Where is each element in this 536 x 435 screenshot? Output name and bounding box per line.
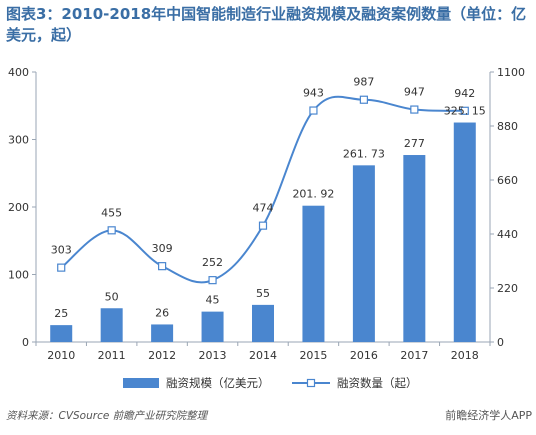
x-tick-label: 2016 (350, 349, 378, 362)
y-right-tick-label: 0 (497, 336, 504, 349)
bar-value-label: 55 (256, 287, 270, 300)
bar (302, 205, 325, 342)
x-tick-label: 2012 (148, 349, 176, 362)
y-right-tick-label: 220 (497, 282, 518, 295)
bar-value-label: 25 (54, 307, 68, 320)
y-right-tick-label: 660 (497, 174, 518, 187)
chart-title: 图表3：2010-2018年中国智能制造行业融资规模及融资案例数量（单位：亿美元… (6, 5, 527, 44)
x-tick-label: 2011 (98, 349, 126, 362)
bar-value-label: 50 (105, 290, 119, 303)
bar (252, 304, 274, 342)
line-value-label: 947 (404, 86, 425, 99)
x-tick-label: 2013 (199, 349, 227, 362)
legend-line-label: 融资数量（起） (337, 376, 418, 390)
y-left-tick-label: 100 (8, 269, 29, 282)
axes: 0 100 200 300 400 0 220 440 660 880 1100 2010 2011 20… (8, 66, 525, 362)
line-point (107, 226, 116, 235)
x-tick-label: 2015 (299, 349, 327, 362)
x-tick-label: 2018 (451, 349, 479, 362)
line-value-label: 303 (51, 244, 72, 257)
bar-value-label: 277 (404, 137, 425, 150)
bar-value-label: 45 (206, 294, 220, 307)
line-point (359, 95, 368, 104)
legend: 融资规模（亿美元） 融资数量（起） (123, 376, 418, 390)
line-value-label: 987 (353, 76, 374, 89)
source-note: 资料来源：CVSource 前瞻产业研究院整理 (6, 410, 208, 422)
bar (403, 155, 426, 342)
line-series (57, 95, 469, 285)
bar (352, 165, 375, 342)
y-right-tick-label: 440 (497, 228, 518, 241)
bar-value-label: 201. 92 (292, 188, 334, 201)
bar (201, 311, 224, 342)
y-left-tick-label: 400 (8, 66, 29, 79)
line-point (158, 262, 167, 271)
bar (453, 122, 476, 343)
line-point (208, 276, 217, 285)
bar-value-label: 261. 73 (343, 147, 385, 160)
x-tick-label: 2010 (47, 349, 75, 362)
bar (50, 325, 73, 342)
line-point (309, 106, 318, 115)
bar-value-label: 325. 15 (444, 105, 486, 118)
x-tick-label: 2014 (249, 349, 277, 362)
bar (151, 324, 174, 342)
line-value-label: 455 (101, 206, 122, 219)
y-left-tick-label: 0 (22, 336, 29, 349)
y-left-tick-label: 300 (8, 134, 29, 147)
legend-bar-swatch (123, 378, 159, 388)
line-value-label: 942 (454, 87, 475, 100)
x-tick-label: 2017 (400, 349, 428, 362)
line-value-label: 252 (202, 256, 223, 269)
line-value-label: 474 (253, 202, 274, 215)
bar-series (50, 122, 476, 343)
data-labels: 25 50 26 45 55 201. 92 261. 73 277 325. 15 303 455… (51, 76, 486, 320)
line-point (258, 221, 268, 230)
legend-line-marker (306, 378, 316, 388)
line-value-label: 943 (303, 87, 324, 100)
brand-label: 前瞻经济学人APP (445, 409, 532, 422)
bar-value-label: 26 (155, 306, 169, 319)
line-point (460, 106, 469, 115)
y-left-tick-label: 200 (8, 201, 29, 214)
y-right-tick-label: 1100 (497, 66, 525, 79)
bar (100, 308, 123, 342)
y-right-tick-label: 880 (497, 120, 518, 133)
line-point (410, 105, 419, 114)
line-value-label: 309 (152, 242, 173, 255)
line-point (57, 263, 66, 272)
legend-bar-label: 融资规模（亿美元） (166, 376, 270, 390)
